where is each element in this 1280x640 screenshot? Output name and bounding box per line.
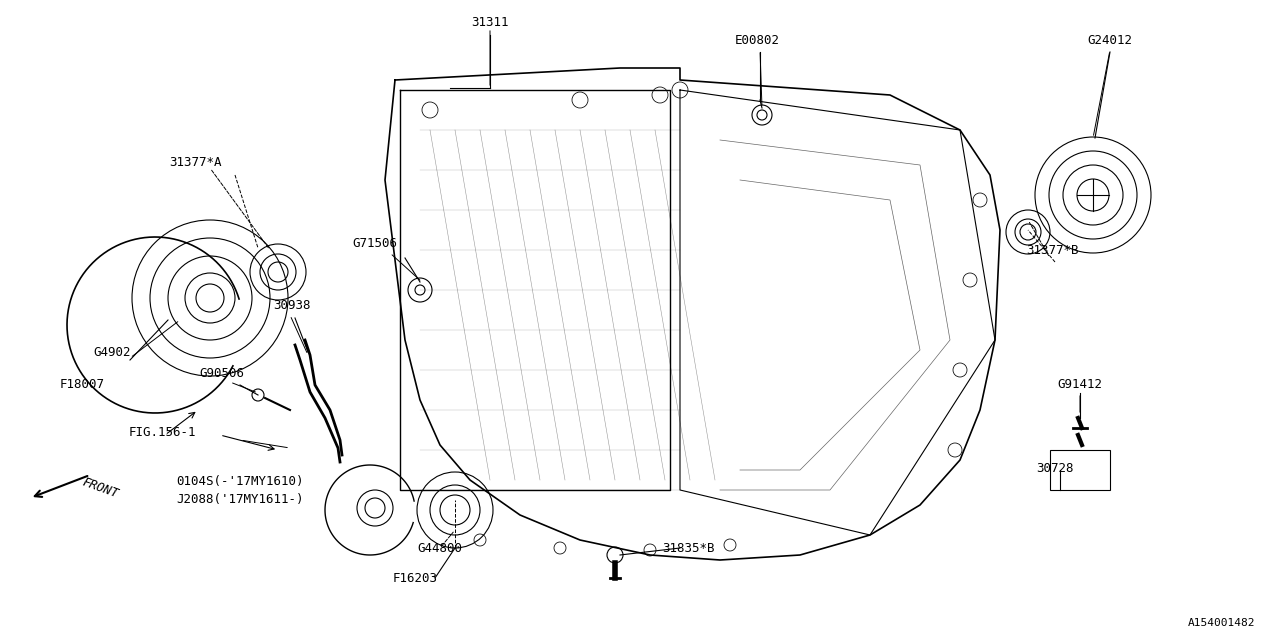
Text: G24012: G24012 <box>1088 33 1133 47</box>
Text: 31835*B: 31835*B <box>662 541 714 554</box>
Text: 31377*A: 31377*A <box>169 156 221 168</box>
Text: G4902: G4902 <box>93 346 131 358</box>
Text: F16203: F16203 <box>393 572 438 584</box>
Bar <box>1050 450 1110 490</box>
Text: G90506: G90506 <box>200 367 244 380</box>
Text: FRONT: FRONT <box>81 476 120 500</box>
Text: G44800: G44800 <box>417 541 462 554</box>
Text: G91412: G91412 <box>1057 378 1102 392</box>
Text: 31377*B: 31377*B <box>1025 243 1078 257</box>
Text: J2088('17MY1611-): J2088('17MY1611-) <box>177 493 303 506</box>
Text: A154001482: A154001482 <box>1188 618 1254 628</box>
Text: 30938: 30938 <box>273 298 311 312</box>
Text: FIG.156-1: FIG.156-1 <box>128 426 196 438</box>
Text: E00802: E00802 <box>735 33 780 47</box>
Text: G71506: G71506 <box>352 237 398 250</box>
Text: 30728: 30728 <box>1037 461 1074 474</box>
Text: F18007: F18007 <box>59 378 105 392</box>
Text: 0104S(-'17MY1610): 0104S(-'17MY1610) <box>177 476 303 488</box>
Text: 31311: 31311 <box>471 15 508 29</box>
